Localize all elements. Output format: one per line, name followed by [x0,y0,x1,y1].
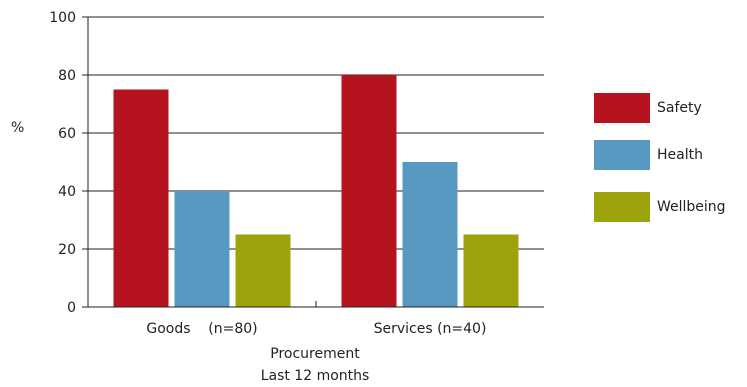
legend-label-safety: Safety [657,100,702,116]
bar-wellbeing [463,234,519,307]
y-axis-label: % [11,120,25,136]
y-tick-label: 60 [58,126,76,142]
axes [87,17,544,308]
bars [113,75,519,307]
x-axis-label-line1: Procurement [270,346,360,362]
legend-swatch-health [594,140,650,170]
y-tick-label: 0 [67,300,76,316]
bar-safety [341,75,397,307]
y-tick-label: 20 [58,242,76,258]
y-tick-labels: 0 20 40 60 80 100 [49,10,76,316]
legend-item-safety: Safety [594,93,702,123]
bar-wellbeing [235,234,291,307]
legend-swatch-wellbeing [594,192,650,222]
bar-health [402,162,458,307]
x-tick-label: Services (n=40) [374,321,487,337]
y-tick-label: 100 [49,10,76,26]
legend-swatch-safety [594,93,650,123]
bar-safety [113,89,169,307]
legend-item-health: Health [594,140,703,170]
bar-health [174,191,230,307]
y-tick-label: 80 [58,68,76,84]
legend-label-health: Health [657,147,703,163]
x-tick-label: Goods (n=80) [146,321,257,337]
y-tick-label: 40 [58,184,76,200]
legend-item-wellbeing: Wellbeing [594,192,726,222]
x-axis-label-line2: Last 12 months [260,368,370,384]
legend-label-wellbeing: Wellbeing [657,199,726,215]
x-tick-labels: Goods (n=80) Services (n=40) [146,321,486,337]
